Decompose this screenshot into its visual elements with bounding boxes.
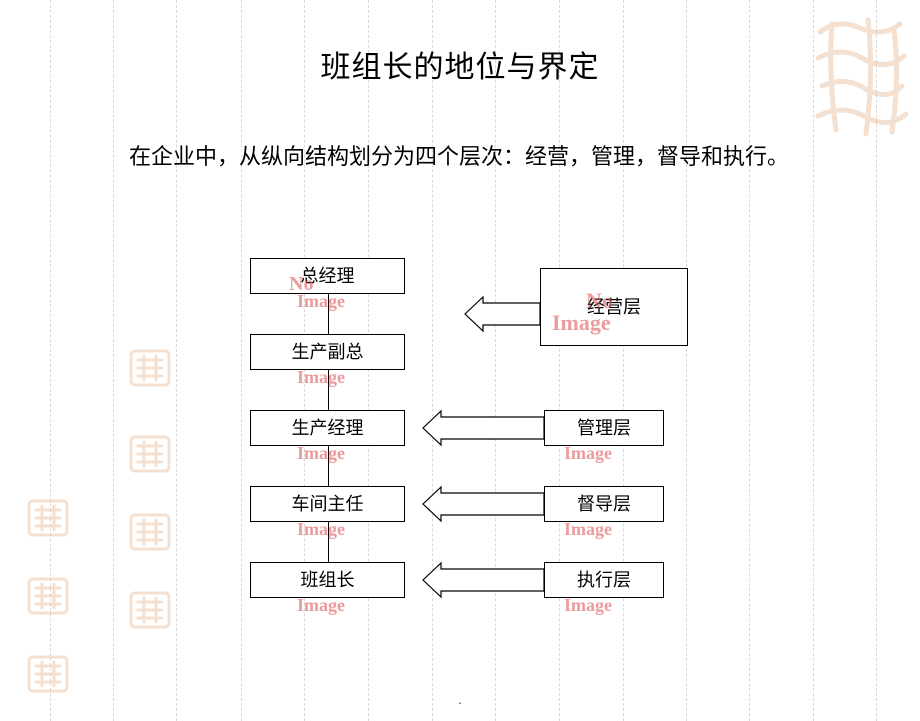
- flow-node-n5: 班组长: [250, 562, 405, 598]
- flow-node-n4: 车间主任: [250, 486, 405, 522]
- flow-node-r4: 执行层: [544, 562, 664, 598]
- flow-connector: [328, 446, 329, 486]
- slide: 班组长的地位与界定 在企业中，从纵向结构划分为四个层次：经营，管理，督导和执行。…: [0, 0, 920, 721]
- flow-node-r3: 督导层: [544, 486, 664, 522]
- intro-content: 在企业中，从纵向结构划分为四个层次：经营，管理，督导和执行。: [129, 144, 789, 169]
- intro-text: 在企业中，从纵向结构划分为四个层次：经营，管理，督导和执行。: [85, 140, 850, 174]
- flow-connector: [328, 522, 329, 562]
- flow-connector: [328, 370, 329, 410]
- flow-node-n1: 总经理: [250, 258, 405, 294]
- flow-node-n3: 生产经理: [250, 410, 405, 446]
- footer-dot: .: [458, 693, 462, 709]
- flow-connector: [328, 294, 329, 334]
- page-title: 班组长的地位与界定: [0, 42, 920, 86]
- flow-node-r1: 经营层: [540, 268, 688, 346]
- flow-node-r2: 管理层: [544, 410, 664, 446]
- flow-node-n2: 生产副总: [250, 334, 405, 370]
- org-flowchart: 总经理生产副总生产经理车间主任班组长 经营层 管理层 督导层 执行层: [0, 258, 920, 698]
